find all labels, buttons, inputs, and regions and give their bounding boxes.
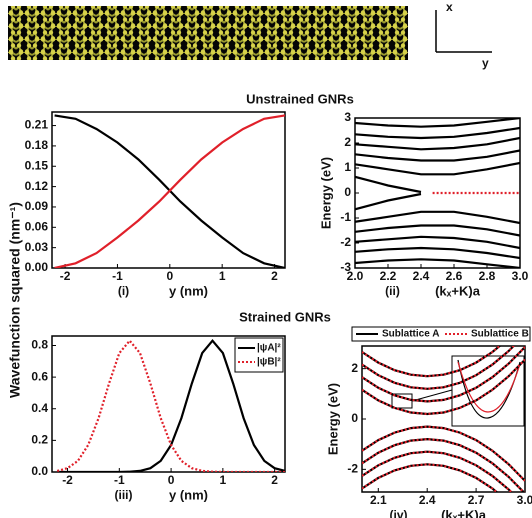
y-tick-label: 0.09 [25, 199, 49, 213]
line [355, 259, 520, 268]
plot-lines [355, 118, 520, 268]
line [355, 237, 520, 248]
x-axis-label: (kₓ+K)a [435, 283, 481, 298]
heading: Strained GNRs [239, 309, 331, 324]
y-tick-label: 0.2 [31, 433, 48, 447]
legend-label: |ψB|² [257, 357, 281, 368]
x-axis-label: y (nm) [169, 487, 208, 502]
legend-label: Sublattice B [471, 329, 529, 340]
x-axis-label: y (nm) [169, 283, 208, 298]
y-tick-label: 0.00 [25, 260, 49, 274]
y-tick-label: 0.0 [31, 464, 48, 478]
y-tick-label: 0.03 [25, 240, 49, 254]
y-tick-label: 0.8 [31, 338, 48, 352]
x-tick-label: 3.0 [512, 269, 529, 283]
plot-lines [55, 115, 285, 268]
line [355, 226, 520, 236]
y-tick-label: -2 [340, 235, 351, 249]
y-tick-label: 0.18 [25, 138, 49, 152]
axis-label: x [446, 0, 453, 14]
x-tick-label: 2.6 [446, 269, 463, 283]
y-tick-label: 0.12 [25, 179, 49, 193]
axis-label: y [482, 56, 489, 70]
line [355, 163, 520, 174]
x-tick-label: -1 [114, 473, 125, 487]
line [55, 115, 285, 268]
y-tick-label: 0.06 [25, 219, 49, 233]
panel-label: (iii) [115, 488, 133, 502]
y-tick-label: 2 [351, 361, 358, 375]
y-tick-label: -2 [347, 462, 358, 476]
line [355, 248, 520, 258]
line [355, 194, 421, 209]
x-tick-label: 2.4 [419, 493, 436, 507]
x-tick-label: 2.7 [468, 493, 485, 507]
y-tick-label: 0.6 [31, 369, 48, 383]
y-tick-label: 1 [344, 160, 351, 174]
x-tick-label: 1 [219, 269, 226, 283]
x-tick-label: 2.2 [380, 269, 397, 283]
line [355, 138, 520, 149]
x-tick-label: 2.8 [479, 269, 496, 283]
lattice-image [8, 6, 408, 60]
x-tick-label: -2 [60, 269, 71, 283]
y-axis-label: Wavefunction squared (nm⁻¹) [7, 202, 23, 398]
y-tick-label: -3 [340, 260, 351, 274]
line [355, 118, 520, 127]
legend-label: Sublattice A [382, 329, 439, 340]
y-tick-label: 0 [344, 185, 351, 199]
panel-label: (i) [118, 284, 129, 298]
line [355, 151, 520, 161]
x-tick-label: 0 [166, 269, 173, 283]
x-tick-label: -1 [112, 269, 123, 283]
y-axis-label: Energy (eV) [325, 383, 340, 455]
line [355, 128, 520, 138]
figure: x y Unstrained GNRs Strained GNRs Wavefu… [0, 0, 532, 518]
x-tick-label: 2 [271, 269, 278, 283]
x-tick-label: -2 [62, 473, 73, 487]
y-tick-label: 0.4 [31, 401, 48, 415]
x-tick-label: 2.4 [413, 269, 430, 283]
panel-label: (ii) [385, 284, 400, 298]
y-tick-label: -1 [340, 210, 351, 224]
x-tick-label: 0 [168, 473, 175, 487]
panel-label: (iv) [390, 508, 408, 518]
x-tick-label: 1 [220, 473, 227, 487]
x-tick-label: 3.0 [517, 493, 532, 507]
legend-label: |ψA|² [257, 343, 281, 354]
x-tick-label: 2 [271, 473, 278, 487]
x-axis-label: (kₓ+K)a [441, 507, 487, 518]
line [355, 177, 421, 192]
y-tick-label: 2 [344, 135, 351, 149]
y-tick-label: 0 [351, 411, 358, 425]
y-tick-label: 3 [344, 110, 351, 124]
x-tick-label: 2.1 [370, 493, 387, 507]
y-axis-label: Energy (eV) [318, 157, 333, 229]
y-tick-label: 0.21 [25, 118, 49, 132]
heading: Unstrained GNRs [246, 91, 354, 106]
line [355, 212, 520, 223]
y-tick-label: 0.15 [25, 158, 49, 172]
